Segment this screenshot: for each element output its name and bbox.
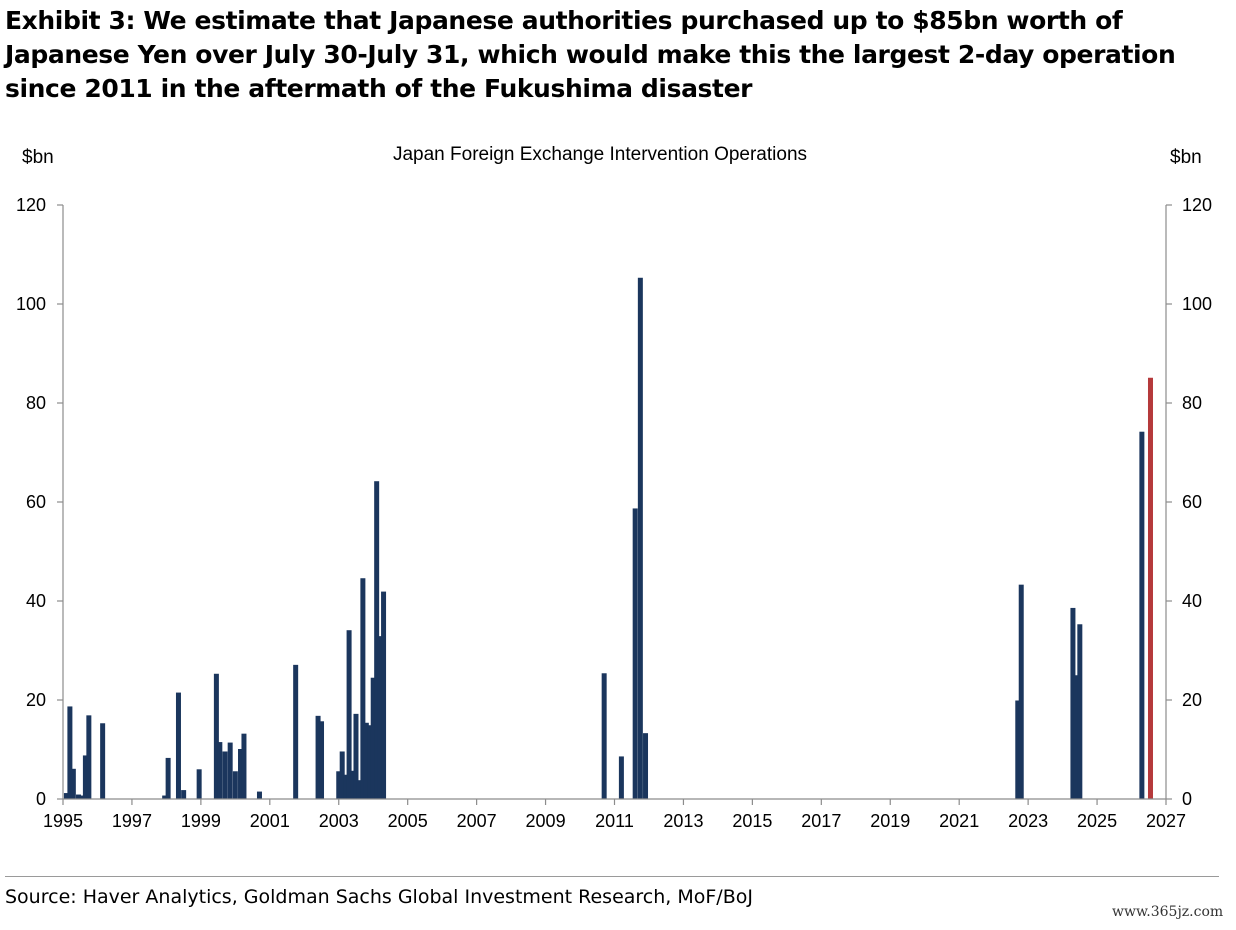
x-tick-label: 2025 bbox=[1077, 811, 1117, 831]
x-tick-label: 2007 bbox=[457, 811, 497, 831]
chart-plot-area: 0 0 20 20 40 40 60 60 80 80 100 100 120 120 1995 1997 19… bbox=[16, 195, 1212, 831]
bar bbox=[227, 742, 233, 799]
right-axis-unit: $bn bbox=[1170, 147, 1202, 168]
source-note: Source: Haver Analytics, Goldman Sachs G… bbox=[5, 886, 753, 908]
bar bbox=[315, 715, 321, 799]
x-tick-label: 2005 bbox=[388, 811, 428, 831]
bar bbox=[217, 742, 223, 799]
bar bbox=[82, 755, 88, 799]
bar bbox=[238, 749, 244, 799]
left-axis-unit: $bn bbox=[22, 147, 54, 168]
bar bbox=[63, 793, 69, 799]
x-tick-label: 2009 bbox=[526, 811, 566, 831]
bar bbox=[196, 769, 202, 799]
x-tick-label: 2023 bbox=[1008, 811, 1048, 831]
highlight-bar bbox=[1147, 377, 1153, 799]
right-y-tick-label: 20 bbox=[1182, 690, 1202, 710]
bar bbox=[162, 795, 168, 799]
bar bbox=[256, 791, 262, 799]
bar bbox=[213, 673, 219, 799]
bar bbox=[1018, 584, 1024, 799]
bar bbox=[293, 664, 299, 799]
x-tick-label: 2019 bbox=[870, 811, 910, 831]
bar bbox=[336, 771, 342, 799]
x-tick-label: 2021 bbox=[939, 811, 979, 831]
left-y-tick-label: 60 bbox=[26, 492, 46, 512]
bar bbox=[632, 508, 638, 799]
left-y-tick-label: 100 bbox=[16, 294, 46, 314]
bar bbox=[356, 780, 362, 799]
bar bbox=[241, 733, 247, 799]
bar bbox=[360, 578, 366, 799]
x-tick-label: 2015 bbox=[732, 811, 772, 831]
x-tick-label: 2027 bbox=[1146, 811, 1186, 831]
x-tick-label: 1997 bbox=[112, 811, 152, 831]
bar bbox=[222, 751, 228, 799]
x-tick-label: 1995 bbox=[43, 811, 83, 831]
bar bbox=[1139, 431, 1145, 799]
exhibit-title: Exhibit 3: We estimate that Japanese aut… bbox=[5, 6, 1176, 103]
bar bbox=[370, 677, 376, 799]
bar bbox=[363, 722, 369, 799]
x-tick-label: 2013 bbox=[663, 811, 703, 831]
bar bbox=[637, 277, 643, 799]
left-y-tick-label: 80 bbox=[26, 393, 46, 413]
bar bbox=[232, 771, 238, 799]
bar bbox=[1015, 700, 1021, 799]
bar bbox=[346, 630, 352, 799]
bar bbox=[377, 636, 383, 799]
bar bbox=[100, 723, 106, 799]
x-tick-label: 1999 bbox=[181, 811, 221, 831]
right-y-tick-label: 80 bbox=[1182, 393, 1202, 413]
bar bbox=[70, 768, 76, 799]
right-y-tick-label: 40 bbox=[1182, 591, 1202, 611]
bar bbox=[339, 751, 345, 799]
watermark: www.365jz.com bbox=[1112, 904, 1224, 920]
right-y-tick-label: 100 bbox=[1182, 294, 1212, 314]
x-tick-label: 2001 bbox=[250, 811, 290, 831]
bar bbox=[181, 790, 187, 799]
bar bbox=[86, 715, 92, 799]
bar bbox=[1070, 607, 1076, 799]
bar bbox=[350, 770, 356, 799]
bar bbox=[353, 713, 359, 799]
x-tick-label: 2011 bbox=[595, 811, 634, 831]
right-y-tick-label: 60 bbox=[1182, 492, 1202, 512]
bar bbox=[175, 692, 181, 799]
left-y-tick-label: 120 bbox=[16, 195, 46, 215]
bar bbox=[381, 591, 387, 799]
bar bbox=[76, 794, 82, 799]
bar bbox=[374, 481, 380, 799]
right-y-tick-label: 120 bbox=[1182, 195, 1212, 215]
left-y-tick-label: 40 bbox=[26, 591, 46, 611]
bar bbox=[67, 706, 73, 799]
bar bbox=[1077, 624, 1083, 799]
left-y-tick-label: 0 bbox=[36, 789, 46, 809]
bar bbox=[618, 756, 624, 799]
left-y-tick-label: 20 bbox=[26, 690, 46, 710]
bar bbox=[343, 774, 349, 799]
bar bbox=[643, 733, 649, 799]
x-tick-label: 2003 bbox=[319, 811, 359, 831]
bar bbox=[165, 757, 171, 799]
bar bbox=[1073, 675, 1079, 799]
bar bbox=[601, 673, 607, 799]
chart-title: Japan Foreign Exchange Intervention Oper… bbox=[392, 144, 808, 165]
bar bbox=[79, 795, 85, 799]
divider-line bbox=[5, 876, 1219, 877]
right-y-tick-label: 0 bbox=[1182, 789, 1192, 809]
bar bbox=[319, 721, 325, 799]
bar bbox=[367, 725, 373, 799]
x-tick-label: 2017 bbox=[801, 811, 841, 831]
